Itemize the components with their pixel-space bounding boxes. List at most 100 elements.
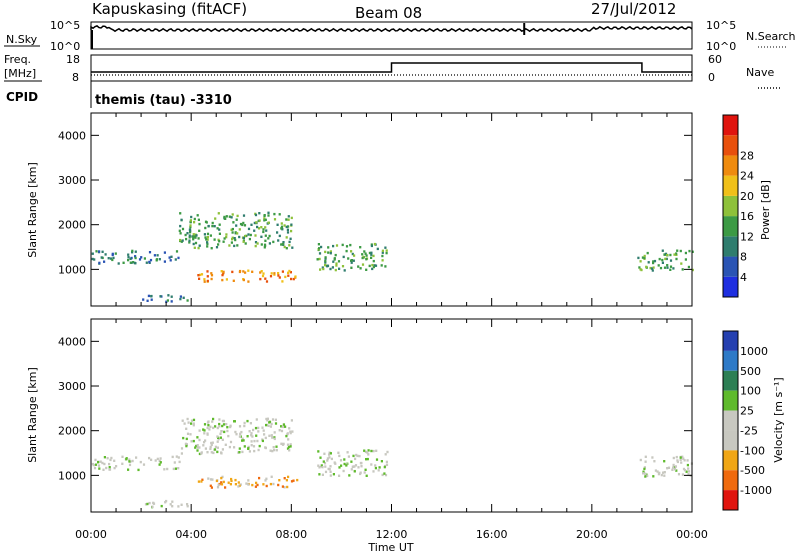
echo-cell	[651, 269, 654, 272]
echo-cell	[155, 258, 158, 261]
echo-cell	[359, 267, 362, 270]
echo-cell	[148, 456, 151, 460]
y-tick-label: 1000	[58, 469, 86, 482]
echo-cell	[111, 258, 114, 262]
echo-cell	[375, 458, 379, 461]
echo-cell	[370, 251, 373, 254]
echo-cell	[198, 429, 201, 432]
echo-cell	[669, 259, 673, 262]
echo-cell	[240, 430, 243, 434]
echo-cell	[182, 296, 185, 299]
echo-cell	[363, 471, 366, 474]
echo-cell	[250, 434, 253, 437]
echo-cell	[219, 432, 222, 435]
echo-cell	[225, 278, 228, 281]
echo-cell	[663, 253, 666, 256]
echo-cell	[257, 227, 261, 230]
echo-cell	[179, 295, 182, 298]
echo-cell	[206, 235, 209, 239]
echo-cell	[675, 252, 678, 255]
echo-cell	[290, 277, 293, 281]
echo-cell	[263, 217, 266, 220]
echo-cell	[144, 503, 148, 506]
echo-cell	[234, 430, 237, 434]
echo-cell	[247, 483, 250, 486]
echo-cell	[248, 237, 251, 241]
echo-cell	[272, 240, 275, 244]
echo-cell	[669, 253, 672, 257]
echo-cell	[329, 470, 332, 473]
echo-cell	[384, 265, 387, 268]
echo-cell	[254, 485, 257, 488]
echo-cell	[247, 233, 250, 236]
echo-cell	[220, 483, 224, 486]
echo-cell	[197, 237, 200, 240]
echo-cell	[657, 264, 660, 267]
echo-cell	[206, 279, 209, 283]
colorbar-swatch	[723, 195, 738, 217]
echo-cell	[220, 476, 223, 480]
echo-cell	[253, 449, 256, 453]
echo-cell	[345, 245, 349, 248]
echo-cell	[226, 429, 229, 433]
echo-cell	[212, 451, 215, 455]
echo-cell	[185, 444, 188, 448]
echo-cell	[158, 258, 161, 261]
power-echoes	[91, 211, 694, 303]
echo-cell	[254, 234, 257, 237]
echo-cell	[207, 420, 210, 423]
echo-cell	[350, 266, 353, 269]
echo-cell	[134, 250, 137, 253]
echo-cell	[296, 478, 299, 482]
echo-cell	[646, 251, 649, 255]
noise-panel-frame	[90, 21, 693, 50]
echo-cell	[287, 271, 290, 274]
echo-cell	[321, 465, 324, 469]
echo-cell	[255, 481, 258, 485]
echo-cell	[680, 262, 683, 265]
echo-cell	[253, 229, 256, 232]
echo-cell	[364, 252, 367, 255]
echo-cell	[355, 453, 358, 457]
echo-cell	[260, 226, 263, 229]
echo-cell	[287, 438, 290, 441]
echo-cell	[244, 234, 247, 238]
echo-cell	[104, 253, 107, 256]
y-tick-label: 2000	[58, 425, 86, 438]
echo-cell	[212, 426, 215, 430]
echo-cell	[218, 422, 221, 426]
echo-cell	[335, 262, 338, 265]
echo-cell	[286, 447, 290, 450]
colorbar-tick-label: 8	[740, 251, 747, 264]
echo-cell	[225, 233, 228, 236]
echo-cell	[179, 297, 182, 301]
echo-cell	[666, 253, 669, 257]
echo-cell	[280, 243, 283, 246]
echo-cell	[287, 218, 290, 221]
echo-cell	[229, 424, 232, 427]
echo-cell	[652, 475, 655, 478]
echo-cell	[651, 456, 654, 459]
echo-cell	[210, 277, 213, 281]
echo-cell	[217, 212, 220, 215]
echo-cell	[187, 421, 190, 424]
echo-cell	[242, 214, 246, 217]
echo-cell	[283, 224, 286, 227]
echo-cell	[127, 256, 130, 259]
echo-cell	[223, 215, 226, 219]
echo-cell	[122, 261, 125, 264]
echo-cell	[656, 470, 659, 473]
echo-cell	[151, 505, 154, 508]
colorbar-tick-label: 100	[740, 385, 761, 398]
echo-cell	[328, 453, 331, 456]
echo-cell	[278, 276, 281, 279]
echo-cell	[200, 452, 203, 455]
echo-cell	[154, 459, 157, 462]
colorbar-swatch	[723, 450, 738, 471]
echo-cell	[317, 243, 320, 246]
echo-cell	[221, 448, 224, 451]
echo-cell	[288, 427, 291, 430]
echo-cell	[183, 422, 186, 425]
echo-cell	[217, 483, 220, 487]
echo-cell	[239, 432, 242, 435]
